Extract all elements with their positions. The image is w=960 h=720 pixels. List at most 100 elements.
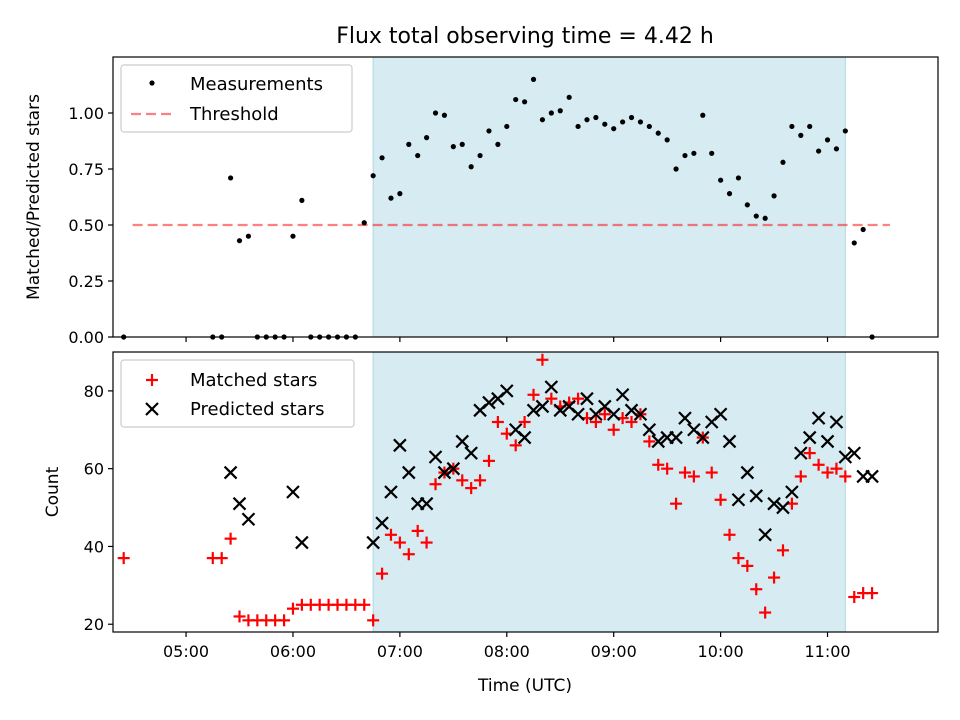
bottom-x-tick-label: 09:00	[591, 642, 637, 661]
matched-star-point	[286, 602, 299, 615]
matched-star-point	[420, 536, 433, 549]
predicted-star-point	[865, 469, 879, 484]
legend-predicted-label: Predicted stars	[190, 399, 324, 420]
measurement-point	[539, 117, 546, 123]
matched-star-point	[750, 583, 763, 596]
measurement-point	[290, 233, 296, 239]
measurement-point	[477, 152, 483, 159]
measurement-point	[860, 226, 866, 233]
measurement-point	[397, 191, 403, 197]
predicted-star-point	[776, 500, 790, 515]
predicted-star-point	[295, 535, 309, 550]
matched-star-point	[518, 416, 531, 428]
predicted-star-point	[482, 395, 496, 410]
legend-measurements-marker	[149, 80, 155, 86]
bottom-x-ticks: 05:00 06:00 07:00 08:00 09:00 10:00 11:00	[163, 632, 851, 661]
predicted-star-point	[785, 485, 799, 499]
top-x-ticks	[185, 337, 829, 342]
measurement-point	[798, 132, 804, 138]
predicted-star-point	[749, 489, 764, 503]
bottom-y-ticks: 20 40 60 80	[84, 382, 113, 634]
measurement-point	[584, 117, 590, 123]
measurement-point	[637, 119, 644, 125]
measurement-point	[655, 130, 661, 136]
legend-measurements-label: Measurements	[190, 74, 323, 95]
predicted-star-point	[419, 496, 434, 511]
predicted-star-point	[446, 461, 461, 476]
predicted-star-point	[571, 407, 585, 422]
bottom-x-tick-label: 07:00	[377, 642, 423, 661]
matched-star-point	[402, 548, 415, 561]
measurement-point	[522, 99, 528, 105]
predicted-star-point	[651, 434, 666, 449]
matched-star-point	[643, 435, 656, 448]
matched-star-point	[732, 552, 745, 565]
measurement-point	[816, 148, 822, 154]
top-y-axis-label: Matched/Predicted stars	[24, 94, 44, 300]
measurement-point	[486, 128, 492, 134]
bottom-y-tick-label: 60	[84, 460, 104, 479]
matched-star-point	[215, 552, 228, 565]
top-y-tick-label: 1.00	[68, 104, 104, 123]
matched-star-point	[224, 532, 237, 545]
matched-star-point	[598, 408, 611, 421]
top-legend-box	[120, 64, 353, 133]
matched-star-point	[661, 462, 674, 475]
predicted-star-point	[669, 430, 683, 445]
matched-star-point	[358, 598, 371, 611]
predicted-star-point	[500, 384, 514, 398]
matched-star-point	[572, 392, 585, 405]
matched-star-point	[670, 497, 683, 510]
predicted-star-point	[402, 465, 416, 480]
measurement-point	[620, 119, 626, 125]
measurement-point	[361, 220, 367, 226]
predicted-star-point	[847, 446, 862, 460]
matched-star-point	[393, 536, 406, 549]
predicted-star-point	[544, 380, 559, 394]
predicted-star-point	[393, 438, 407, 453]
matched-star-point	[545, 392, 558, 405]
measurement-point	[548, 110, 554, 116]
measurement-point	[735, 175, 742, 181]
matched-star-point	[652, 458, 665, 471]
predicted-star-point	[232, 496, 247, 511]
measurement-point	[851, 240, 857, 246]
predicted-star-point	[375, 516, 389, 530]
matched-star-point	[482, 454, 495, 467]
predicted-star-point	[606, 407, 621, 422]
measurement-point	[566, 94, 572, 100]
measurement-point	[664, 137, 670, 143]
predicted-star-point	[820, 434, 835, 449]
measurement-point	[807, 123, 813, 130]
matched-star-point	[768, 571, 781, 584]
measurement-point	[236, 238, 243, 244]
predicted-star-point	[553, 403, 568, 418]
matched-star-point	[848, 591, 861, 603]
measurement-point	[744, 202, 750, 208]
top-y-tick-label: 0.50	[68, 216, 104, 235]
measurement-point	[557, 108, 563, 114]
top-axes-frame	[112, 56, 939, 338]
predicted-star-point	[615, 387, 630, 402]
bottom-legend-box	[120, 359, 355, 428]
predicted-star-point	[758, 527, 772, 542]
measurement-points	[121, 76, 875, 340]
measurement-point	[424, 135, 430, 141]
predicted-star-point	[286, 485, 300, 499]
matched-star-point	[625, 416, 638, 428]
predicted-star-point	[580, 391, 594, 406]
matched-star-point	[527, 388, 540, 401]
predicted-star-point	[384, 485, 398, 499]
matched-star-point	[589, 416, 602, 428]
measurement-point	[789, 123, 795, 130]
predicted-star-point	[633, 407, 648, 422]
matched-star-point	[117, 552, 130, 565]
measurement-point	[530, 76, 537, 82]
predicted-star-point	[678, 411, 692, 425]
measurement-point	[780, 159, 786, 165]
legend-predicted-marker	[145, 402, 159, 416]
top-y-tick-label: 0.75	[68, 160, 104, 179]
bottom-y-tick-label: 80	[84, 382, 104, 401]
predicted-star-point	[767, 496, 781, 511]
bottom-y-tick-label: 20	[84, 615, 104, 634]
